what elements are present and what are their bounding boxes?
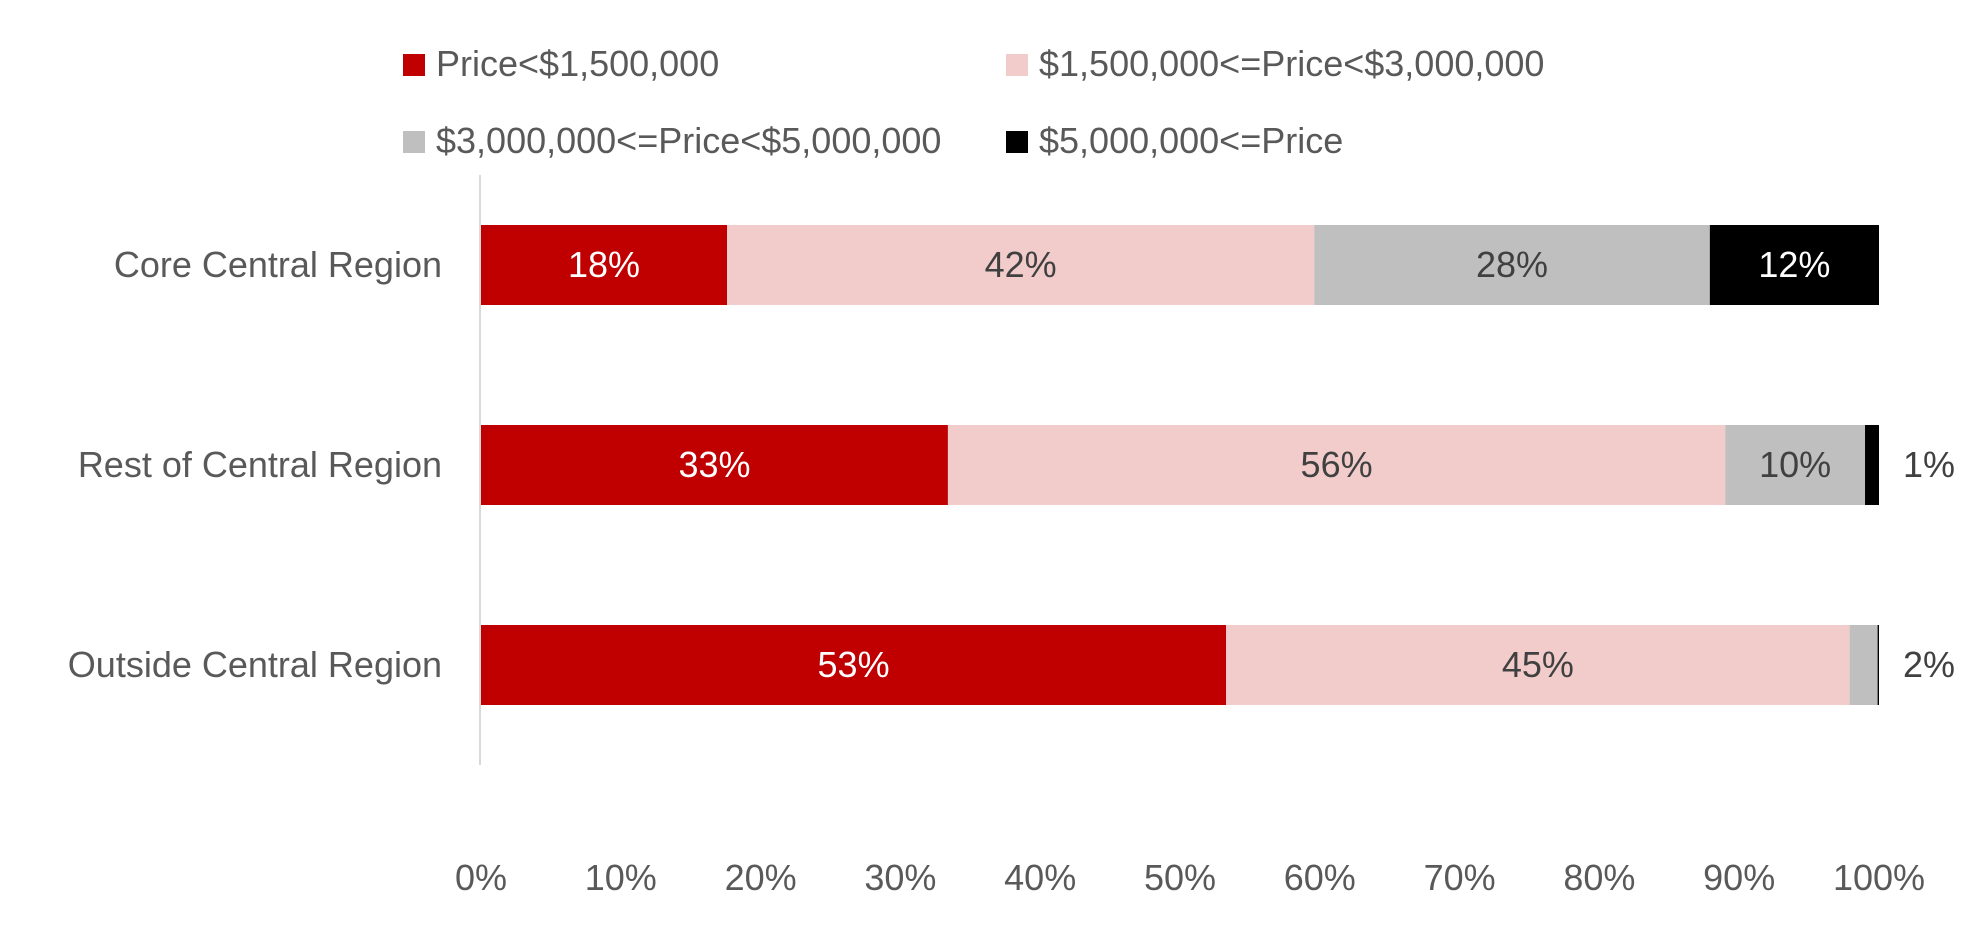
legend: Price<$1,500,000 $1,500,000<=Price<$3,000… xyxy=(403,43,1544,161)
bar-segment-3-3 xyxy=(1849,625,1878,705)
legend-label-2: $1,500,000<=Price<$3,000,000 xyxy=(1039,43,1544,84)
x-tick-label-4: 30% xyxy=(864,857,936,898)
bar-segment-3-4 xyxy=(1877,625,1879,705)
bar-segment-1-2 xyxy=(727,225,1315,305)
data-label-1-1: 18% xyxy=(568,244,640,285)
bar-segment-2-4 xyxy=(1865,425,1879,505)
data-label-3-1: 53% xyxy=(818,644,890,685)
bar-segment-2-3 xyxy=(1725,425,1866,505)
legend-swatch-3 xyxy=(403,131,425,153)
x-tick-label-6: 50% xyxy=(1144,857,1216,898)
bar-segment-1-3 xyxy=(1314,225,1710,305)
data-label-1-2: 42% xyxy=(985,244,1057,285)
data-label-3-3: 2% xyxy=(1903,644,1955,685)
value-axis-ticks: 0% 10% 20% 30% 40% 50% 60% 70% 80% 90% 100% xyxy=(455,857,1925,898)
bar-segment-3-1 xyxy=(481,625,1227,705)
bar-segment-1-1 xyxy=(481,225,728,305)
x-tick-label-7: 60% xyxy=(1284,857,1356,898)
legend-swatch-2 xyxy=(1006,54,1028,76)
legend-label-4: $5,000,000<=Price xyxy=(1039,120,1343,161)
data-label-2-2: 56% xyxy=(1301,444,1373,485)
bar-segment-1-4 xyxy=(1709,225,1879,305)
data-label-2-3: 10% xyxy=(1759,444,1831,485)
category-label-3: Outside Central Region xyxy=(68,644,442,685)
legend-label-1: Price<$1,500,000 xyxy=(436,43,719,84)
data-label-2-4: 1% xyxy=(1903,444,1955,485)
data-label-1-4: 12% xyxy=(1758,244,1830,285)
x-tick-label-8: 70% xyxy=(1424,857,1496,898)
bar-segment-3-2 xyxy=(1226,625,1850,705)
data-label-1-3: 28% xyxy=(1476,244,1548,285)
category-label-1: Core Central Region xyxy=(114,244,442,285)
x-tick-label-3: 20% xyxy=(725,857,797,898)
bars: 18% 42% 28% 12% 33% 56% 10% 1% 53% 45% 2% xyxy=(481,225,1955,705)
legend-swatch-1 xyxy=(403,54,425,76)
bar-segment-2-2 xyxy=(947,425,1726,505)
data-label-2-1: 33% xyxy=(678,444,750,485)
x-tick-label-1: 0% xyxy=(455,857,507,898)
data-label-3-2: 45% xyxy=(1502,644,1574,685)
x-tick-label-11: 100% xyxy=(1833,857,1925,898)
category-label-2: Rest of Central Region xyxy=(78,444,442,485)
legend-swatch-4 xyxy=(1006,131,1028,153)
x-tick-label-2: 10% xyxy=(585,857,657,898)
category-labels: Core Central Region Rest of Central Regio… xyxy=(68,244,442,685)
x-tick-label-10: 90% xyxy=(1703,857,1775,898)
bar-segment-2-1 xyxy=(481,425,948,505)
x-tick-label-9: 80% xyxy=(1563,857,1635,898)
x-tick-label-5: 40% xyxy=(1004,857,1076,898)
legend-label-3: $3,000,000<=Price<$5,000,000 xyxy=(436,120,941,161)
